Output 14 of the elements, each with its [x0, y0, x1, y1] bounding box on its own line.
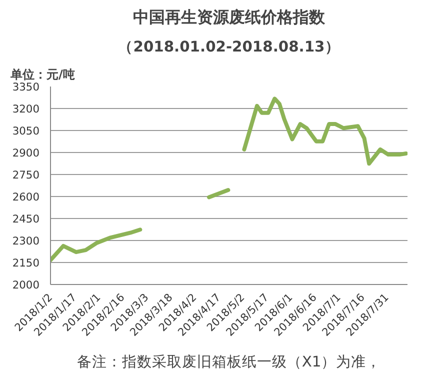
- y-axis-title: 单位：元/吨: [10, 68, 75, 82]
- y-tick-label: 2600: [12, 190, 40, 204]
- text: 备注：指数采取废旧箱板纸一级（X1）为准，: [76, 354, 382, 370]
- chart-subtitle: （2018.01.02-2018.08.13）: [118, 38, 340, 56]
- chart-title: 中国再生资源废纸价格指数: [133, 8, 326, 26]
- y-tick-label: 2900: [12, 146, 40, 160]
- y-tick-label: 2000: [12, 278, 40, 292]
- y-tick-label: 2750: [12, 168, 40, 182]
- y-tick-label: 2300: [12, 234, 40, 248]
- y-tick-label: 3050: [12, 124, 40, 138]
- y-tick-label: 2150: [12, 256, 40, 270]
- y-tick-label: 3350: [12, 80, 40, 94]
- y-tick-label: 2450: [12, 212, 40, 226]
- y-tick-label: 3200: [12, 102, 40, 116]
